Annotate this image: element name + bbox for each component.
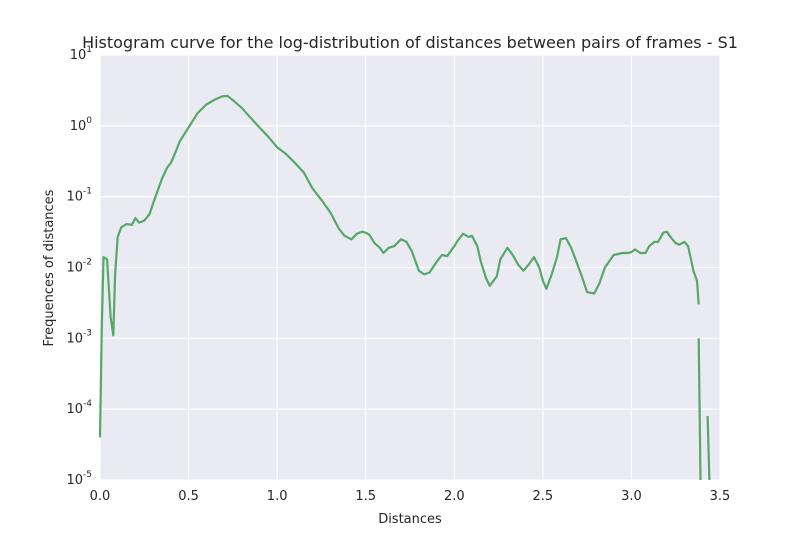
- y-tick-exponent: -3: [83, 328, 92, 338]
- y-tick-exponent: 0: [86, 116, 92, 126]
- series-line-1: [98, 94, 700, 438]
- x-tick-label: 3.0: [621, 489, 642, 504]
- x-tick-label: 2.5: [533, 489, 554, 504]
- x-tick-label: 1.0: [267, 489, 288, 504]
- y-tick-exponent: -5: [83, 470, 92, 480]
- y-tick-label: 10-2: [66, 258, 92, 276]
- y-tick-exponent: 1: [86, 45, 92, 55]
- y-tick-base: 10: [66, 473, 83, 488]
- series-line-3: [706, 415, 711, 481]
- y-gridlines: [100, 54, 720, 481]
- y-tick-label: 10-5: [66, 470, 92, 488]
- data-series: [98, 94, 711, 481]
- y-axis-label: Frequences of distances: [42, 189, 57, 346]
- x-tick-label: 0.5: [178, 489, 199, 504]
- x-tick-label: 3.5: [710, 489, 731, 504]
- y-tick-exponent: -2: [83, 258, 92, 268]
- y-tick-label: 100: [70, 116, 93, 134]
- x-tick-labels: 0.0 0.5 1.0 1.5 2.0 2.5 3.0 3.5: [90, 489, 731, 504]
- y-tick-label: 10-1: [66, 187, 92, 205]
- series-line-2: [697, 338, 702, 481]
- y-tick-base: 10: [66, 190, 83, 205]
- y-tick-base: 10: [66, 402, 83, 417]
- y-tick-label: 10-4: [66, 399, 92, 417]
- chart-title: Histogram curve for the log-distribution…: [82, 33, 738, 52]
- y-tick-exponent: -1: [83, 187, 92, 197]
- y-tick-base: 10: [66, 261, 83, 276]
- y-tick-base: 10: [70, 119, 87, 134]
- y-tick-base: 10: [70, 48, 87, 63]
- y-tick-base: 10: [66, 331, 83, 346]
- y-tick-label: 10-3: [66, 328, 92, 346]
- x-axis-label: Distances: [378, 512, 442, 527]
- y-tick-exponent: -4: [83, 399, 92, 409]
- x-tick-label: 1.5: [355, 489, 376, 504]
- y-tick-label: 101: [70, 45, 92, 63]
- x-tick-label: 2.0: [444, 489, 465, 504]
- x-tick-label: 0.0: [90, 489, 111, 504]
